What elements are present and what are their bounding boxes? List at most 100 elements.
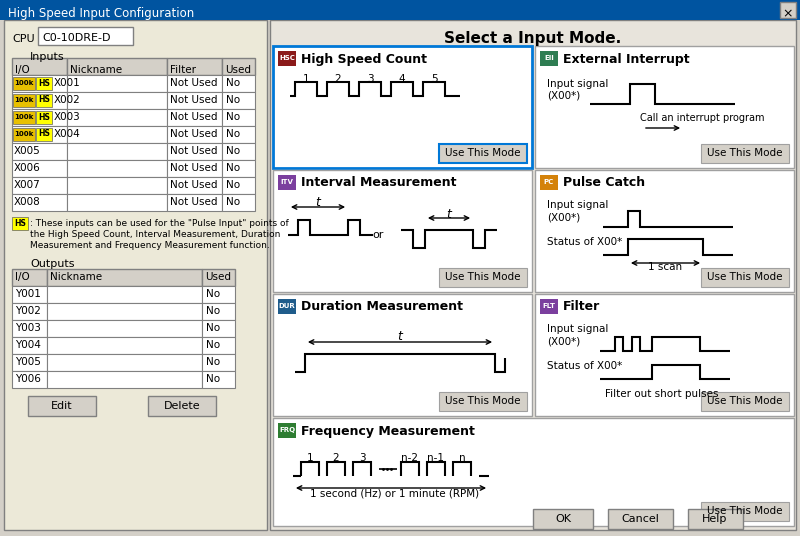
Text: No: No [206, 374, 220, 384]
Text: 1 second (Hz) or 1 minute (RPM): 1 second (Hz) or 1 minute (RPM) [310, 488, 479, 498]
Bar [167, 194, 222, 211]
Bar [439, 392, 527, 411]
Text: Frequency Measurement: Frequency Measurement [301, 425, 475, 437]
Text: No: No [206, 306, 220, 316]
Text: t: t [446, 207, 451, 220]
Text: 100k: 100k [14, 114, 34, 120]
Text: Used: Used [225, 65, 251, 75]
Text: Y001: Y001 [15, 289, 41, 299]
Text: Filter: Filter [563, 301, 600, 314]
Bar [270, 20, 796, 530]
Text: ×: × [782, 8, 794, 20]
Text: Y003: Y003 [15, 323, 41, 333]
Text: Not Used: Not Used [170, 163, 218, 173]
Bar [36, 77, 52, 90]
Bar [47, 286, 202, 303]
Bar [12, 354, 47, 371]
Bar [167, 177, 222, 194]
Bar [222, 143, 255, 160]
Bar [36, 94, 52, 107]
Bar [12, 126, 67, 143]
Bar [12, 109, 67, 126]
Text: t: t [315, 197, 321, 210]
Text: Not Used: Not Used [170, 78, 218, 88]
Text: Inputs: Inputs [30, 52, 65, 62]
Text: Use This Mode: Use This Mode [446, 396, 521, 406]
Text: No: No [206, 323, 220, 333]
Text: No: No [226, 163, 240, 173]
Bar [701, 144, 789, 163]
Text: DUR: DUR [278, 303, 295, 309]
Text: 4: 4 [398, 74, 406, 84]
Text: Use This Mode: Use This Mode [707, 272, 782, 282]
Text: 2: 2 [334, 74, 342, 84]
Bar [13, 94, 35, 107]
Text: No: No [226, 180, 240, 190]
Text: n: n [458, 453, 466, 463]
Text: Used: Used [205, 272, 231, 282]
Text: : These inputs can be used for the "Pulse Input" points of: : These inputs can be used for the "Puls… [30, 219, 289, 228]
Bar [12, 320, 47, 337]
Bar [202, 371, 235, 388]
Text: Delete: Delete [164, 401, 200, 411]
Text: 100k: 100k [14, 97, 34, 103]
Text: Status of X00*: Status of X00* [547, 237, 622, 247]
Text: No: No [206, 340, 220, 350]
Bar [47, 269, 202, 286]
Bar [38, 27, 133, 45]
Bar [12, 177, 67, 194]
Text: Y004: Y004 [15, 340, 41, 350]
Text: the High Speed Count, Interval Measurement, Duration: the High Speed Count, Interval Measureme… [30, 230, 280, 239]
Text: Call an interrupt program: Call an interrupt program [640, 113, 765, 123]
Bar [688, 509, 743, 529]
Text: Select a Input Mode.: Select a Input Mode. [444, 31, 622, 46]
Text: EII: EII [544, 55, 554, 61]
Bar [222, 177, 255, 194]
Bar [608, 509, 673, 529]
Bar [535, 170, 794, 292]
Bar [222, 160, 255, 177]
Bar [12, 143, 67, 160]
Bar [67, 92, 167, 109]
Bar [535, 46, 794, 168]
Text: Y005: Y005 [15, 357, 41, 367]
Text: HS: HS [14, 219, 26, 227]
Bar [67, 109, 167, 126]
Bar [167, 143, 222, 160]
Text: X007: X007 [14, 180, 41, 190]
Text: Input signal: Input signal [547, 324, 608, 334]
Bar [780, 2, 796, 18]
Text: Nickname: Nickname [70, 65, 122, 75]
Text: X003: X003 [54, 112, 81, 122]
Text: Not Used: Not Used [170, 180, 218, 190]
Text: HSC: HSC [279, 55, 295, 61]
Text: 100k: 100k [14, 80, 34, 86]
Text: 3: 3 [358, 453, 366, 463]
Text: t: t [398, 331, 402, 344]
Bar [278, 175, 296, 190]
Text: X001: X001 [54, 78, 81, 88]
Bar [278, 423, 296, 438]
Text: Use This Mode: Use This Mode [707, 148, 782, 158]
Text: FRQ: FRQ [279, 427, 295, 433]
Text: Use This Mode: Use This Mode [446, 148, 521, 158]
Bar [67, 75, 167, 92]
Text: No: No [226, 95, 240, 105]
Bar [12, 337, 47, 354]
Bar [701, 502, 789, 521]
Text: Filter: Filter [170, 65, 196, 75]
Text: Y002: Y002 [15, 306, 41, 316]
Text: 2: 2 [333, 453, 339, 463]
Bar [12, 75, 67, 92]
Bar [167, 58, 222, 75]
Text: X002: X002 [54, 95, 81, 105]
Bar [202, 269, 235, 286]
Text: Not Used: Not Used [170, 146, 218, 156]
Bar [222, 75, 255, 92]
Text: Filter out short pulses: Filter out short pulses [605, 389, 718, 399]
Text: CPU: CPU [12, 34, 34, 44]
Text: HS: HS [38, 78, 50, 87]
Text: Interval Measurement: Interval Measurement [301, 176, 457, 190]
Text: Not Used: Not Used [170, 129, 218, 139]
Text: X006: X006 [14, 163, 41, 173]
